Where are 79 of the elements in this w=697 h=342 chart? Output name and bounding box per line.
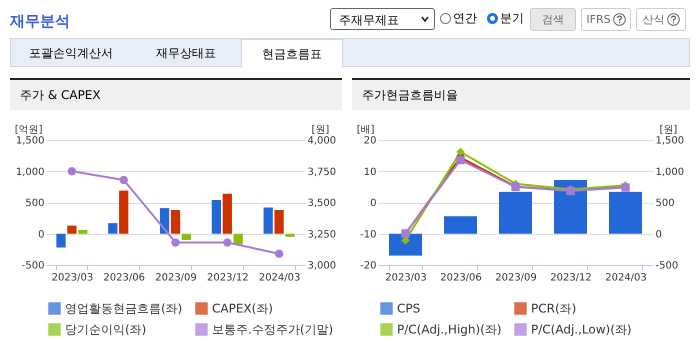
bar: [56, 234, 66, 248]
bar: [274, 210, 284, 234]
x-tick-label: 2023/09: [495, 272, 537, 284]
legend-label: 보통주.수정주가(기말): [212, 322, 334, 336]
x-tick-label: 2023/03: [385, 272, 427, 284]
y-axis-title: [억원]: [14, 124, 43, 136]
x-tick-label: 2024/03: [605, 272, 647, 284]
y-tick-label: 500: [25, 198, 44, 209]
point: [456, 156, 465, 164]
y-tick-label: 1,500: [16, 136, 44, 146]
x-tick-label: 2023/12: [207, 272, 249, 284]
bar: [285, 234, 295, 237]
legend-label: CPS: [397, 302, 420, 316]
text: 산식: [642, 13, 664, 26]
point: [223, 238, 232, 247]
bar: [108, 223, 118, 234]
point: [120, 176, 128, 184]
bar: [212, 200, 222, 234]
bar: [444, 216, 477, 234]
text: 재무상태표: [155, 45, 217, 62]
legend-label: 영업활동현금흐름(좌): [65, 302, 182, 316]
bar: [182, 234, 192, 240]
x-tick-label: 2023/06: [440, 272, 482, 284]
bar: [170, 210, 180, 234]
y2-tick-label: 1,500: [656, 136, 684, 146]
y-tick-label: -500: [22, 260, 44, 272]
y-tick-label: -20: [360, 260, 376, 272]
y2-axis-title: [원]: [312, 124, 330, 136]
bar: [609, 192, 642, 234]
y2-tick-label: 3,500: [308, 198, 336, 209]
y2-tick-label: 0: [656, 229, 662, 240]
y2-axis-title: [원]: [660, 124, 678, 136]
point: [456, 148, 465, 156]
x-tick-label: 2023/06: [103, 272, 145, 284]
legend-label: P/C(Adj.,High)(좌): [397, 322, 502, 336]
y-tick-label: 10: [364, 166, 376, 178]
text: 검색: [530, 8, 576, 31]
x-tick-label: 2023/03: [52, 272, 94, 284]
y2-tick-label: 3,250: [308, 229, 336, 240]
bar: [554, 180, 587, 234]
point: [274, 250, 284, 258]
bar: [67, 226, 77, 234]
x-tick-label: 2023/09: [155, 272, 197, 284]
text: 포괄손익계산서: [28, 45, 114, 62]
bar: [78, 230, 88, 234]
y2-tick-label: 1,000: [656, 166, 684, 178]
y-tick-label: -10: [360, 229, 376, 240]
point: [68, 167, 76, 176]
x-tick-label: 2023/12: [550, 272, 592, 284]
text: 분기: [500, 11, 524, 25]
x-tick-label: 2024/03: [258, 272, 300, 284]
y2-tick-label: 3,750: [308, 166, 336, 178]
bar: [119, 190, 128, 234]
chart-title: 주가 & CAPEX: [10, 80, 342, 110]
y2-tick-label: 4,000: [308, 136, 336, 146]
chart-title: 주가현금흐름비율: [352, 80, 690, 110]
bar: [499, 192, 532, 234]
bar: [222, 194, 232, 234]
y2-tick-label: -500: [656, 260, 678, 272]
y-tick-label: 1,000: [16, 166, 44, 178]
text: 재무분석: [10, 12, 70, 31]
point: [171, 238, 180, 247]
y-axis-title: [배]: [356, 124, 375, 136]
text: 주재무제표: [330, 8, 435, 30]
text: 현금흐름표: [241, 39, 343, 68]
text: 연간: [453, 11, 477, 25]
y2-tick-label: 500: [656, 198, 675, 209]
y2-tick-label: 3,000: [308, 260, 336, 272]
bar: [264, 208, 273, 234]
y-tick-label: 0: [38, 229, 44, 240]
y-tick-label: 20: [364, 136, 376, 146]
bar: [234, 234, 243, 244]
legend-label: 당기순이익(좌): [65, 322, 146, 336]
text: IFRS: [586, 13, 611, 26]
y-tick-label: 0: [370, 198, 376, 209]
legend-label: P/C(Adj.,Low)(좌): [531, 322, 632, 336]
legend-label: CAPEX(좌): [212, 302, 273, 316]
legend-label: PCR(좌): [531, 302, 576, 316]
bar: [389, 234, 422, 256]
